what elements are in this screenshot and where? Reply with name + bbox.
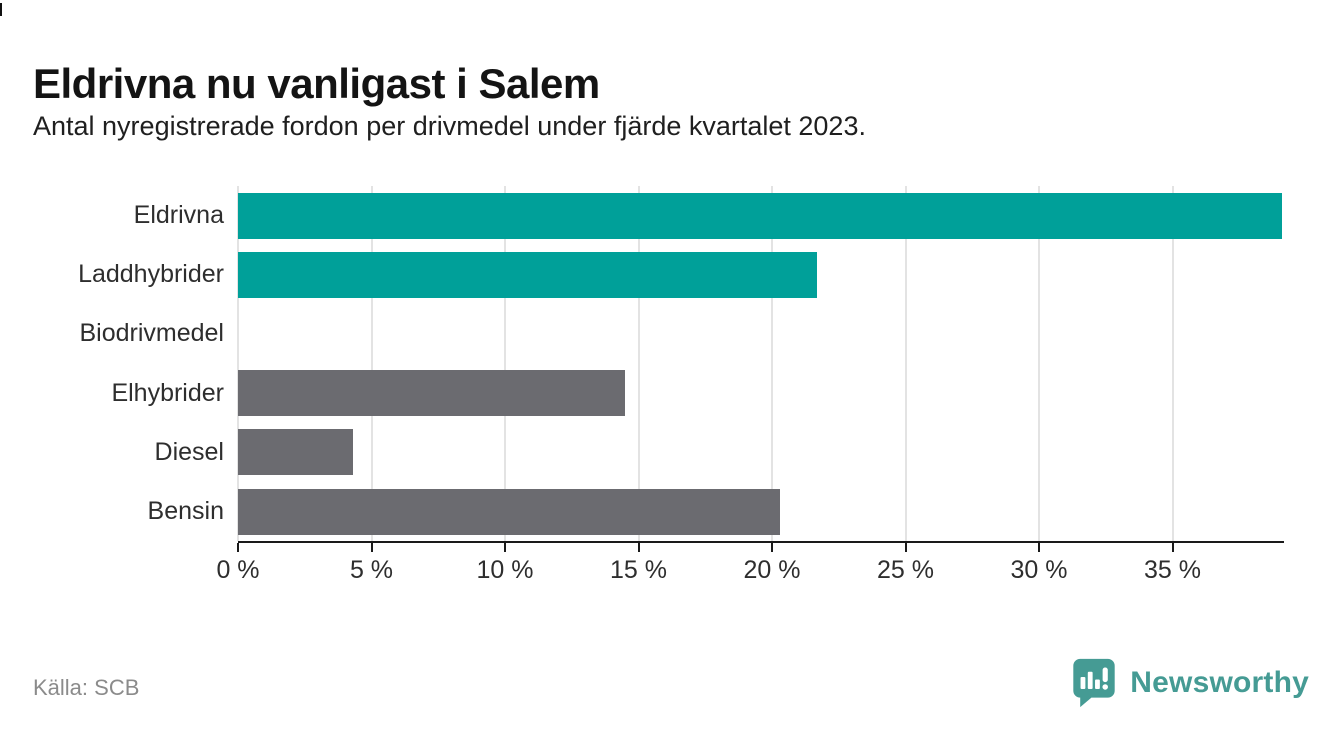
chart-row: Bensin <box>0 482 1340 541</box>
x-tick-mark <box>771 543 773 552</box>
x-tick-mark <box>237 543 239 552</box>
gridline <box>637 186 640 541</box>
bar-track <box>238 370 1282 417</box>
newsworthy-wordmark: Newsworthy <box>1130 666 1309 699</box>
category-label: Laddhybrider <box>78 260 224 289</box>
x-tick-mark <box>904 543 907 552</box>
gridline <box>504 186 506 541</box>
x-axis-ticks: 0 % 5 % 10 % 15 % 20 % 25 % 30 % 35 % <box>216 543 1282 603</box>
x-tick-label: 10 % <box>476 556 534 584</box>
bar <box>238 192 1282 239</box>
newsworthy-logo: Newsworthy <box>1071 658 1309 708</box>
bar-chart: Eldrivna Laddhybrider Biodrivmedel Elhybrid… <box>0 186 1340 606</box>
gridline <box>370 186 373 541</box>
chart-row: Biodrivmedel <box>0 304 1340 363</box>
bar-track <box>238 192 1282 239</box>
bar <box>238 429 353 476</box>
newsworthy-bubble-chart-icon <box>1073 658 1115 708</box>
x-tick-label: 0 % <box>216 556 260 584</box>
gridline <box>904 186 907 541</box>
gridline <box>237 186 239 541</box>
category-label: Biodrivmedel <box>79 319 224 348</box>
corner-artifact <box>0 3 2 16</box>
bar-track <box>238 429 1282 476</box>
gridline <box>1171 186 1174 541</box>
bar-track <box>238 488 1282 535</box>
x-tick-label: 5 % <box>349 556 394 584</box>
bar <box>238 488 781 535</box>
chart-rows: Eldrivna Laddhybrider Biodrivmedel Elhybrid… <box>0 186 1340 541</box>
chart-row: Eldrivna <box>0 186 1340 245</box>
x-tick-label: 15 % <box>610 556 667 584</box>
x-tick-label: 35 % <box>1144 556 1202 584</box>
chart-subtitle: Antal nyregistrerade fordon per drivmede… <box>33 111 866 141</box>
gridline <box>1038 186 1041 541</box>
x-tick-label: 20 % <box>743 556 801 584</box>
category-label: Eldrivna <box>133 201 224 230</box>
chart-row: Diesel <box>0 423 1340 482</box>
chart-row: Laddhybrider <box>0 245 1340 304</box>
x-tick-label: 25 % <box>877 556 935 584</box>
grid-layer <box>237 186 1282 541</box>
source-credit: Källa: SCB <box>33 675 140 700</box>
category-label: Bensin <box>147 497 224 526</box>
x-tick-mark <box>1171 543 1174 552</box>
bar-track <box>238 251 1282 298</box>
chart-row: Elhybrider <box>0 364 1340 423</box>
bar-track <box>238 311 1282 357</box>
chart-title: Eldrivna nu vanligast i Salem <box>33 60 600 108</box>
category-label: Diesel <box>154 437 224 466</box>
x-axis-line <box>238 541 1284 543</box>
x-tick-label: 30 % <box>1010 556 1068 584</box>
x-tick-mark <box>504 543 506 552</box>
gridline <box>771 186 773 541</box>
category-label: Elhybrider <box>111 378 224 407</box>
x-tick-mark <box>637 543 640 552</box>
bar <box>238 370 626 417</box>
x-tick-mark <box>370 543 373 552</box>
x-tick-mark <box>1038 543 1041 552</box>
bar <box>238 251 818 298</box>
